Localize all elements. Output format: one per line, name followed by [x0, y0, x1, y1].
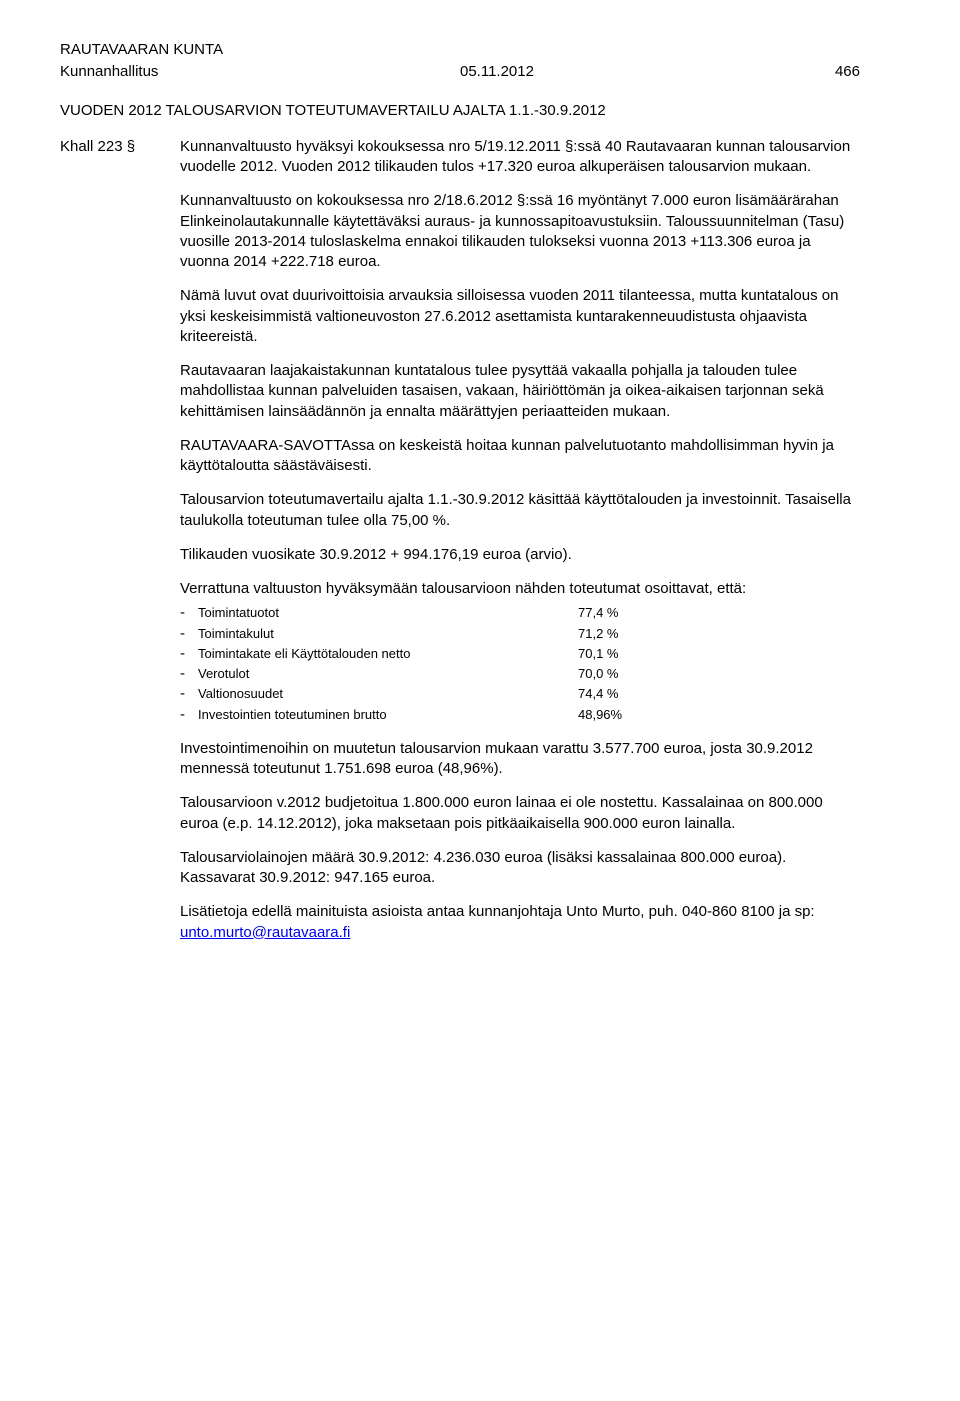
list-item: Verotulot 70,0 %: [180, 664, 860, 684]
metric-value: 70,1 %: [578, 645, 618, 663]
org-name: RAUTAVAARAN KUNTA: [60, 40, 900, 60]
email-link[interactable]: unto.murto@rautavaara.fi: [180, 924, 350, 941]
metric-label: Toimintakulut: [198, 625, 578, 643]
metrics-list: Toimintatuotot 77,4 % Toimintakulut 71,2…: [180, 603, 860, 725]
list-item: Toimintatuotot 77,4 %: [180, 603, 860, 623]
paragraph: RAUTAVAARA-SAVOTTAssa on keskeistä hoita…: [180, 436, 860, 477]
paragraph: Kunnanvaltuusto on kokouksessa nro 2/18.…: [180, 191, 860, 272]
list-item: Toimintakate eli Käyttötalouden netto 70…: [180, 644, 860, 664]
metric-value: 70,0 %: [578, 665, 618, 683]
paragraph: Talousarvion toteutumavertailu ajalta 1.…: [180, 490, 860, 531]
metric-label: Toimintatuotot: [198, 604, 578, 622]
paragraph: Kunnanvaltuusto hyväksyi kokouksessa nro…: [180, 137, 860, 178]
paragraph: Talousarviolainojen määrä 30.9.2012: 4.2…: [180, 848, 860, 889]
metric-label: Valtionosuudet: [198, 685, 578, 703]
metric-label: Toimintakate eli Käyttötalouden netto: [198, 645, 578, 663]
list-item: Investointien toteutuminen brutto 48,96%: [180, 705, 860, 725]
contact-text: Lisätietoja edellä mainituista asioista …: [180, 903, 815, 920]
metric-value: 48,96%: [578, 706, 622, 724]
header-row: Kunnanhallitus 05.11.2012 466: [60, 62, 900, 82]
item-label: Khall 223 §: [60, 137, 180, 957]
page-number: 466: [660, 62, 900, 82]
list-item: Valtionosuudet 74,4 %: [180, 684, 860, 704]
metric-label: Investointien toteutuminen brutto: [198, 706, 578, 724]
paragraph: Lisätietoja edellä mainituista asioista …: [180, 902, 860, 943]
page-title: VUODEN 2012 TALOUSARVION TOTEUTUMAVERTAI…: [60, 101, 900, 121]
metric-label: Verotulot: [198, 665, 578, 683]
metric-value: 71,2 %: [578, 625, 618, 643]
board-name: Kunnanhallitus: [60, 62, 460, 82]
body-block: Khall 223 § Kunnanvaltuusto hyväksyi kok…: [60, 137, 900, 957]
paragraph: Investointimenoihin on muutetun talousar…: [180, 739, 860, 780]
doc-date: 05.11.2012: [460, 62, 660, 82]
paragraph: Nämä luvut ovat duurivoittoisia arvauksi…: [180, 286, 860, 347]
paragraph: Rautavaaran laajakaistakunnan kuntatalou…: [180, 361, 860, 422]
metric-value: 77,4 %: [578, 604, 618, 622]
list-item: Toimintakulut 71,2 %: [180, 624, 860, 644]
metric-value: 74,4 %: [578, 685, 618, 703]
text-column: Kunnanvaltuusto hyväksyi kokouksessa nro…: [180, 137, 900, 957]
paragraph: Talousarvioon v.2012 budjetoitua 1.800.0…: [180, 793, 860, 834]
paragraph: Verrattuna valtuuston hyväksymään talous…: [180, 579, 860, 599]
paragraph: Tilikauden vuosikate 30.9.2012 + 994.176…: [180, 545, 860, 565]
